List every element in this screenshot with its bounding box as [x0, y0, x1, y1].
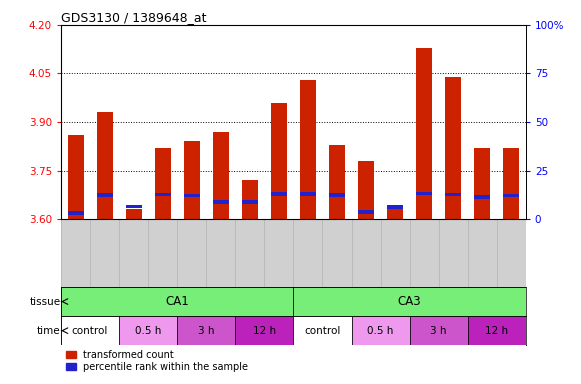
Bar	[96, 112, 113, 219]
Bar	[155, 192, 171, 196]
Bar	[213, 200, 229, 204]
Bar	[387, 209, 403, 219]
Text: 0.5 h: 0.5 h	[135, 326, 162, 336]
Legend: transformed count, percentile rank within the sample: transformed count, percentile rank withi…	[66, 350, 248, 372]
Text: 12 h: 12 h	[485, 326, 508, 336]
Bar	[61, 316, 119, 345]
Bar	[61, 287, 293, 316]
Text: 3 h: 3 h	[198, 326, 214, 336]
Bar	[503, 194, 519, 197]
Bar	[155, 148, 171, 219]
Bar	[468, 316, 526, 345]
Text: time: time	[37, 326, 60, 336]
Bar	[96, 193, 113, 197]
Text: control: control	[304, 326, 340, 336]
Bar	[358, 161, 374, 219]
Bar	[235, 316, 293, 345]
Bar	[177, 316, 235, 345]
Bar	[242, 200, 258, 204]
Text: 0.5 h: 0.5 h	[367, 326, 394, 336]
Bar	[184, 141, 200, 219]
Bar	[416, 192, 432, 195]
Bar	[352, 316, 410, 345]
Bar	[184, 194, 200, 197]
Bar	[503, 148, 519, 219]
Bar	[125, 209, 142, 219]
Text: CA3: CA3	[398, 295, 421, 308]
Text: tissue: tissue	[29, 296, 60, 306]
Bar	[300, 192, 316, 196]
Bar	[474, 195, 490, 199]
Bar	[119, 316, 177, 345]
Bar	[410, 316, 468, 345]
Text: 12 h: 12 h	[253, 326, 276, 336]
Bar	[271, 192, 287, 196]
Bar	[300, 80, 316, 219]
Bar	[329, 193, 345, 197]
Bar	[358, 210, 374, 214]
Bar	[271, 103, 287, 219]
Bar	[242, 180, 258, 219]
Text: CA1: CA1	[166, 295, 189, 308]
Bar	[474, 148, 490, 219]
Bar	[329, 145, 345, 219]
Bar	[387, 205, 403, 209]
Bar	[293, 316, 352, 345]
Bar	[293, 287, 526, 316]
Text: control: control	[72, 326, 108, 336]
Bar	[445, 192, 461, 196]
Text: GDS3130 / 1389648_at: GDS3130 / 1389648_at	[61, 11, 206, 24]
Bar	[213, 132, 229, 219]
Bar	[67, 135, 84, 219]
Bar	[67, 211, 84, 215]
Text: 3 h: 3 h	[431, 326, 447, 336]
Bar	[445, 77, 461, 219]
Bar	[125, 205, 142, 208]
Bar	[416, 48, 432, 219]
